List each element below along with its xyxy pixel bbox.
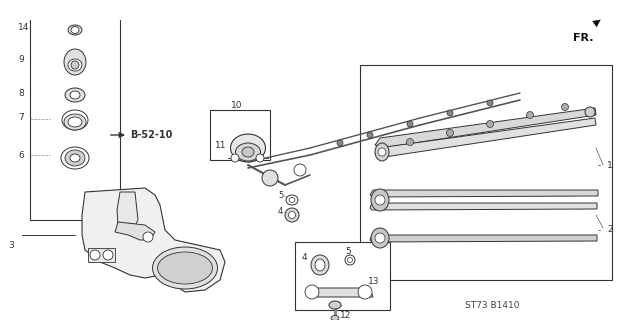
Text: B-52-10: B-52-10: [130, 130, 172, 140]
Ellipse shape: [331, 316, 339, 320]
Ellipse shape: [70, 154, 80, 162]
Ellipse shape: [64, 114, 86, 130]
Bar: [360, 65, 612, 280]
Ellipse shape: [289, 197, 295, 203]
Circle shape: [487, 121, 494, 127]
Polygon shape: [370, 190, 598, 197]
Polygon shape: [117, 192, 138, 235]
Circle shape: [487, 100, 493, 106]
Text: FR.: FR.: [573, 33, 593, 43]
Text: 13: 13: [368, 277, 379, 286]
Ellipse shape: [68, 25, 82, 35]
Text: 4: 4: [278, 207, 283, 217]
Polygon shape: [115, 222, 155, 240]
Text: 1: 1: [607, 161, 613, 170]
Ellipse shape: [157, 252, 213, 284]
Circle shape: [90, 250, 100, 260]
Circle shape: [407, 121, 413, 127]
Ellipse shape: [315, 259, 325, 271]
Ellipse shape: [68, 59, 82, 71]
Polygon shape: [88, 248, 115, 262]
Ellipse shape: [329, 301, 341, 309]
Circle shape: [562, 103, 568, 110]
Circle shape: [231, 154, 239, 162]
Ellipse shape: [371, 189, 389, 211]
Text: 14: 14: [18, 23, 29, 33]
Ellipse shape: [71, 27, 79, 34]
Ellipse shape: [345, 255, 355, 265]
Circle shape: [103, 250, 113, 260]
Circle shape: [375, 233, 385, 243]
Circle shape: [262, 170, 278, 186]
Circle shape: [337, 140, 343, 146]
Bar: [295, 242, 390, 310]
Ellipse shape: [152, 247, 218, 289]
Text: 6: 6: [18, 151, 24, 161]
Circle shape: [527, 111, 534, 118]
Circle shape: [447, 110, 453, 116]
Ellipse shape: [348, 258, 353, 262]
Polygon shape: [370, 235, 597, 242]
Ellipse shape: [68, 117, 82, 127]
Text: 9: 9: [18, 55, 24, 65]
Text: 10: 10: [232, 100, 243, 109]
Text: ST73 B1410: ST73 B1410: [465, 300, 520, 309]
Ellipse shape: [286, 195, 298, 205]
Circle shape: [367, 132, 373, 138]
Ellipse shape: [65, 88, 85, 102]
Text: 5: 5: [345, 247, 351, 257]
Circle shape: [447, 130, 454, 137]
Circle shape: [375, 195, 385, 205]
Text: 12: 12: [340, 311, 351, 320]
Ellipse shape: [64, 49, 86, 75]
Bar: [210, 110, 270, 160]
Ellipse shape: [371, 228, 389, 248]
Ellipse shape: [311, 255, 329, 275]
Ellipse shape: [288, 212, 296, 219]
Ellipse shape: [230, 134, 265, 162]
Ellipse shape: [235, 143, 260, 161]
Circle shape: [358, 285, 372, 299]
Polygon shape: [375, 108, 596, 148]
Text: 3: 3: [8, 241, 14, 250]
Circle shape: [256, 154, 264, 162]
Circle shape: [378, 148, 386, 156]
Text: 4: 4: [302, 253, 308, 262]
Text: 11: 11: [215, 140, 227, 149]
Ellipse shape: [242, 147, 254, 157]
Text: 2: 2: [607, 226, 613, 235]
Ellipse shape: [61, 147, 89, 169]
Ellipse shape: [65, 150, 85, 166]
Circle shape: [294, 164, 306, 176]
Text: 5: 5: [278, 191, 283, 201]
Ellipse shape: [71, 61, 79, 69]
Ellipse shape: [375, 143, 389, 161]
Ellipse shape: [585, 107, 595, 117]
Polygon shape: [370, 203, 597, 210]
Ellipse shape: [62, 110, 88, 130]
Circle shape: [143, 232, 153, 242]
Circle shape: [406, 139, 414, 146]
Circle shape: [305, 285, 319, 299]
Ellipse shape: [70, 91, 80, 99]
Ellipse shape: [285, 208, 299, 222]
Text: 7: 7: [18, 114, 24, 123]
Polygon shape: [308, 288, 373, 297]
Text: 8: 8: [18, 89, 24, 98]
Polygon shape: [82, 188, 225, 292]
Polygon shape: [375, 118, 596, 158]
